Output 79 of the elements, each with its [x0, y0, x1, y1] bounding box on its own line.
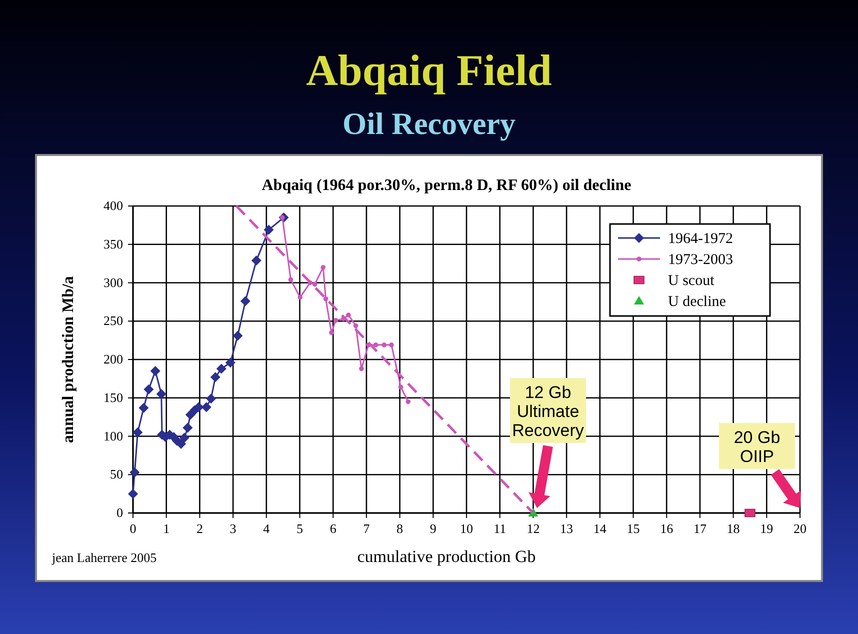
- point: [185, 410, 196, 420]
- point: [398, 384, 404, 390]
- x-tick-label: 17: [693, 521, 707, 536]
- point: [216, 364, 226, 374]
- point: [138, 402, 149, 413]
- point: [329, 330, 334, 336]
- x-tick-label: 6: [330, 521, 337, 536]
- x-tick-label: 8: [396, 521, 404, 536]
- point: [130, 467, 140, 478]
- point: [240, 296, 250, 306]
- y-tick-label: 300: [104, 274, 123, 290]
- point: [359, 366, 364, 372]
- y-axis-title: annual production Mb/a: [60, 276, 77, 443]
- legend-label: U scout: [668, 273, 716, 289]
- point: [176, 438, 186, 449]
- point: [320, 265, 326, 270]
- x-tick-label: 5: [296, 521, 303, 536]
- point: [232, 330, 243, 341]
- point: [144, 384, 154, 394]
- chart-subtitle: Oil Recovery: [342, 106, 516, 141]
- x-tick-label: 0: [130, 521, 136, 536]
- x-tick-label: 16: [660, 521, 674, 536]
- point: [264, 224, 274, 235]
- x-tick-label: 11: [494, 521, 506, 536]
- y-tick-label: 50: [110, 466, 123, 482]
- x-tick-label: 2: [196, 521, 203, 536]
- y-tick-label: 350: [104, 236, 123, 252]
- x-tick-label: 13: [560, 521, 574, 536]
- y-tick-label: 250: [104, 313, 123, 328]
- x-tick-label: 19: [760, 521, 774, 536]
- legend-label: U decline: [668, 294, 726, 310]
- legend-label: 1964-1972: [668, 231, 733, 247]
- point: [298, 294, 302, 300]
- chart-title: Abqaiq Field: [306, 46, 552, 95]
- point: [182, 422, 193, 433]
- x-tick-label: 14: [593, 521, 607, 536]
- x-tick-label: 1: [163, 521, 170, 536]
- point: [323, 296, 328, 302]
- point: [210, 372, 220, 382]
- point: [346, 312, 351, 318]
- point: [333, 318, 338, 323]
- point: [150, 366, 160, 376]
- y-tick-label: 0: [116, 505, 123, 520]
- x-tick-label: 9: [430, 521, 436, 536]
- x-tick-label: 4: [263, 521, 270, 536]
- annotation: 20 Gb OIIP: [734, 428, 780, 466]
- x-tick-label: 12: [526, 521, 540, 536]
- point: [201, 402, 212, 412]
- point: [389, 342, 394, 348]
- point: [132, 427, 143, 438]
- x-axis-title: cumulative production Gb: [357, 547, 536, 566]
- point: [353, 323, 358, 328]
- annotation: 12 Gb Ultimate Recovery: [512, 383, 584, 440]
- x-tick-label: 7: [363, 521, 370, 536]
- x-tick-label: 15: [626, 521, 640, 536]
- point: [194, 402, 204, 412]
- point: [406, 399, 411, 404]
- point: [312, 282, 318, 287]
- point: [382, 342, 387, 348]
- point: [744, 508, 756, 518]
- y-tick-label: 200: [104, 352, 123, 366]
- point: [225, 358, 236, 368]
- x-tick-label: 3: [230, 521, 236, 536]
- point: [128, 488, 138, 499]
- y-tick-label: 100: [104, 428, 123, 444]
- x-tick-label: 20: [794, 521, 806, 536]
- text: Abqaiq (1964 por.30%, perm.8 D, RF 60%) oil decline: [262, 177, 632, 194]
- legend-label: 1973-2003: [668, 252, 733, 268]
- x-tick-label: 10: [460, 521, 473, 536]
- y-tick-label: 400: [104, 198, 123, 213]
- text: jean Laherrere 2005: [51, 550, 157, 565]
- point: [206, 394, 216, 404]
- point: [156, 389, 166, 400]
- y-tick-label: 150: [104, 390, 123, 405]
- point: [288, 277, 294, 282]
- x-tick-label: 18: [726, 521, 740, 536]
- point: [373, 342, 378, 348]
- point: [251, 255, 262, 266]
- point: [179, 432, 190, 443]
